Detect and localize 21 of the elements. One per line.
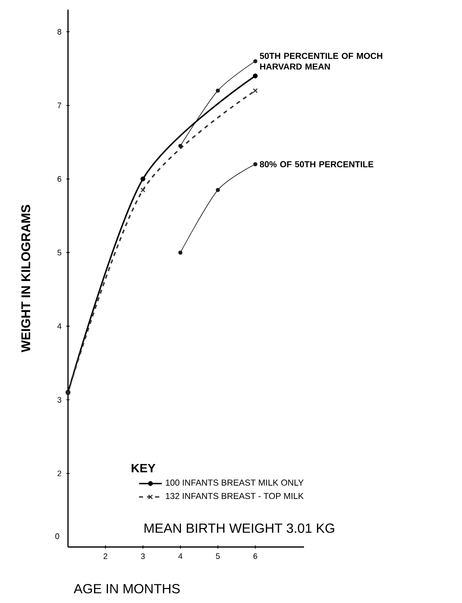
x-tick-label: 3 (141, 553, 145, 560)
legend-title: KEY (132, 464, 156, 472)
y-tick-label: 8 (58, 28, 62, 35)
annotation: MEAN BIRTH WEIGHT 3.01 KG (144, 523, 334, 533)
y-tick-label: 7 (58, 102, 62, 108)
x-tick-label: 4 (178, 553, 182, 559)
legend-label: 132 INFANTS BREAST - TOP MILK (166, 492, 304, 500)
y-axis-title: WEIGHT IN KILOGRAMS (21, 204, 30, 352)
annotation: 50TH PERCENTILE OF MOCH HARVARD MEAN (260, 52, 382, 70)
y-tick-label: 6 (58, 176, 62, 182)
x-tick-label: 6 (253, 553, 258, 560)
annotation: 80% OF 50TH PERCENTILE (260, 161, 374, 168)
y-tick-label: 5 (57, 250, 62, 256)
x-tick-label: 5 (216, 553, 220, 559)
y-tick-label: 2 (58, 470, 62, 476)
x-tick-label: 2 (104, 553, 108, 559)
legend-label: 100 INFANTS BREAST MILK ONLY (166, 480, 304, 486)
x-axis-title: AGE IN MONTHS (74, 584, 180, 594)
y-tick-label: 3 (57, 396, 62, 403)
text: 0 (55, 533, 60, 540)
y-tick-label: 4 (57, 323, 62, 329)
